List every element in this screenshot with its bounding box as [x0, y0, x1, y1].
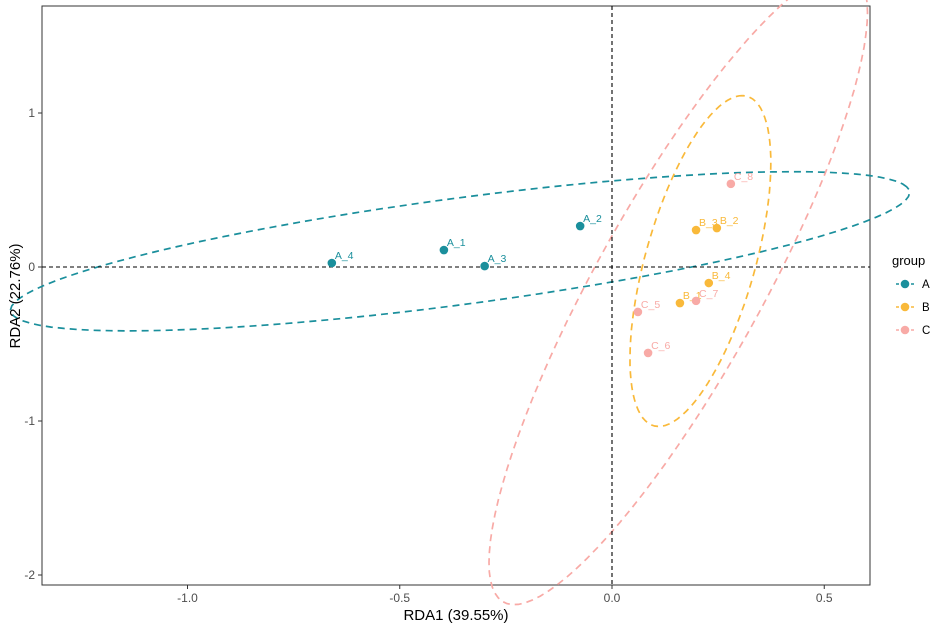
- panel-border: [41, 5, 871, 586]
- x-tick-label: 0.5: [816, 591, 833, 605]
- x-tick-label: -1.0: [177, 591, 198, 605]
- ellipses: [9, 0, 911, 606]
- legend-key-point-B: [900, 302, 910, 312]
- y-tick-label: 1: [28, 106, 35, 120]
- legend-key-point-A: [900, 279, 910, 289]
- points: A_1A_2A_3A_4B_1B_2B_3B_4C_5C_6C_7C_8: [327, 171, 753, 358]
- point-A_1: [439, 245, 449, 255]
- legend-label-C: C: [922, 325, 930, 337]
- point-label-B_4: B_4: [712, 270, 731, 282]
- point-C_8: [726, 179, 736, 189]
- point-label-A_3: A_3: [488, 253, 507, 265]
- x-tick-label: 0.0: [604, 591, 621, 605]
- point-B_4: [704, 278, 714, 288]
- point-C_7: [691, 296, 701, 306]
- legend-title: group: [892, 253, 925, 268]
- point-B_1: [675, 298, 685, 308]
- point-C_6: [643, 348, 653, 358]
- y-tick-label: 0: [28, 260, 35, 274]
- point-label-C_5: C_5: [641, 299, 660, 311]
- point-A_2: [575, 221, 585, 231]
- point-label-C_7: C_7: [699, 288, 718, 300]
- point-label-A_4: A_4: [335, 250, 354, 262]
- point-label-B_2: B_2: [720, 215, 739, 227]
- ellipse-group-A: [9, 170, 911, 332]
- point-C_5: [633, 307, 643, 317]
- legend: group ABC: [892, 253, 930, 337]
- ellipse-group-B: [629, 94, 772, 428]
- y-axis-label: RDA2 (22.76%): [7, 243, 24, 348]
- point-label-B_3: B_3: [699, 217, 718, 229]
- y-tick-label: -2: [24, 568, 35, 582]
- point-label-A_2: A_2: [583, 213, 602, 225]
- point-B_2: [712, 223, 722, 233]
- y-tick-label: -1: [24, 414, 35, 428]
- point-B_3: [691, 225, 701, 235]
- point-label-C_8: C_8: [734, 171, 753, 183]
- legend-label-B: B: [922, 302, 930, 314]
- x-axis-label: RDA1 (39.55%): [403, 607, 508, 624]
- point-A_4: [327, 258, 337, 268]
- axes: -1.0 -0.5 0.0 0.5 -2 -1 0 1: [24, 106, 833, 605]
- point-A_3: [480, 261, 489, 271]
- legend-key-point-C: [900, 325, 910, 335]
- point-label-C_6: C_6: [651, 340, 670, 352]
- legend-label-A: A: [922, 279, 930, 291]
- point-label-A_1: A_1: [447, 237, 466, 249]
- x-tick-label: -0.5: [389, 591, 410, 605]
